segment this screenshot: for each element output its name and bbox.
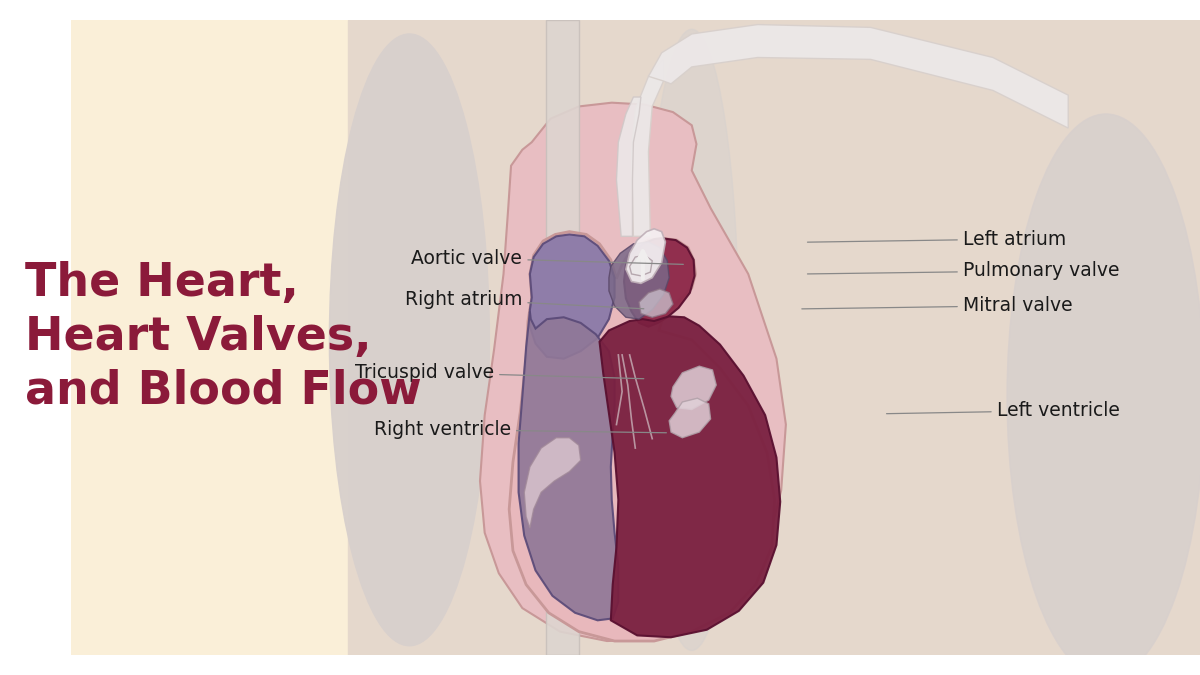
Polygon shape [480, 103, 786, 641]
Polygon shape [624, 238, 695, 327]
Polygon shape [648, 24, 1068, 128]
Polygon shape [640, 289, 673, 317]
Text: The Heart,
Heart Valves,
and Blood Flow: The Heart, Heart Valves, and Blood Flow [25, 261, 421, 414]
Polygon shape [524, 437, 581, 528]
Polygon shape [617, 97, 641, 236]
Text: Right ventricle: Right ventricle [374, 420, 666, 439]
Polygon shape [670, 398, 710, 437]
Polygon shape [630, 255, 653, 276]
Text: Pulmonary valve: Pulmonary valve [808, 261, 1120, 280]
Polygon shape [348, 20, 1200, 655]
Polygon shape [530, 234, 614, 358]
Polygon shape [509, 232, 774, 641]
Ellipse shape [1007, 114, 1200, 675]
Polygon shape [546, 20, 578, 302]
Polygon shape [71, 20, 348, 655]
Text: Left atrium: Left atrium [808, 230, 1066, 248]
Ellipse shape [329, 34, 490, 646]
Text: Mitral valve: Mitral valve [802, 296, 1073, 315]
Polygon shape [546, 425, 578, 655]
Polygon shape [671, 367, 716, 410]
Ellipse shape [644, 29, 739, 651]
Polygon shape [600, 317, 780, 637]
Text: Aortic valve: Aortic valve [412, 248, 683, 267]
Text: Left ventricle: Left ventricle [887, 401, 1120, 420]
Text: Tricuspid valve: Tricuspid valve [355, 363, 644, 382]
Polygon shape [608, 242, 670, 319]
Polygon shape [518, 312, 618, 620]
Text: Right atrium: Right atrium [404, 290, 644, 309]
Polygon shape [631, 59, 664, 236]
Polygon shape [626, 229, 666, 284]
